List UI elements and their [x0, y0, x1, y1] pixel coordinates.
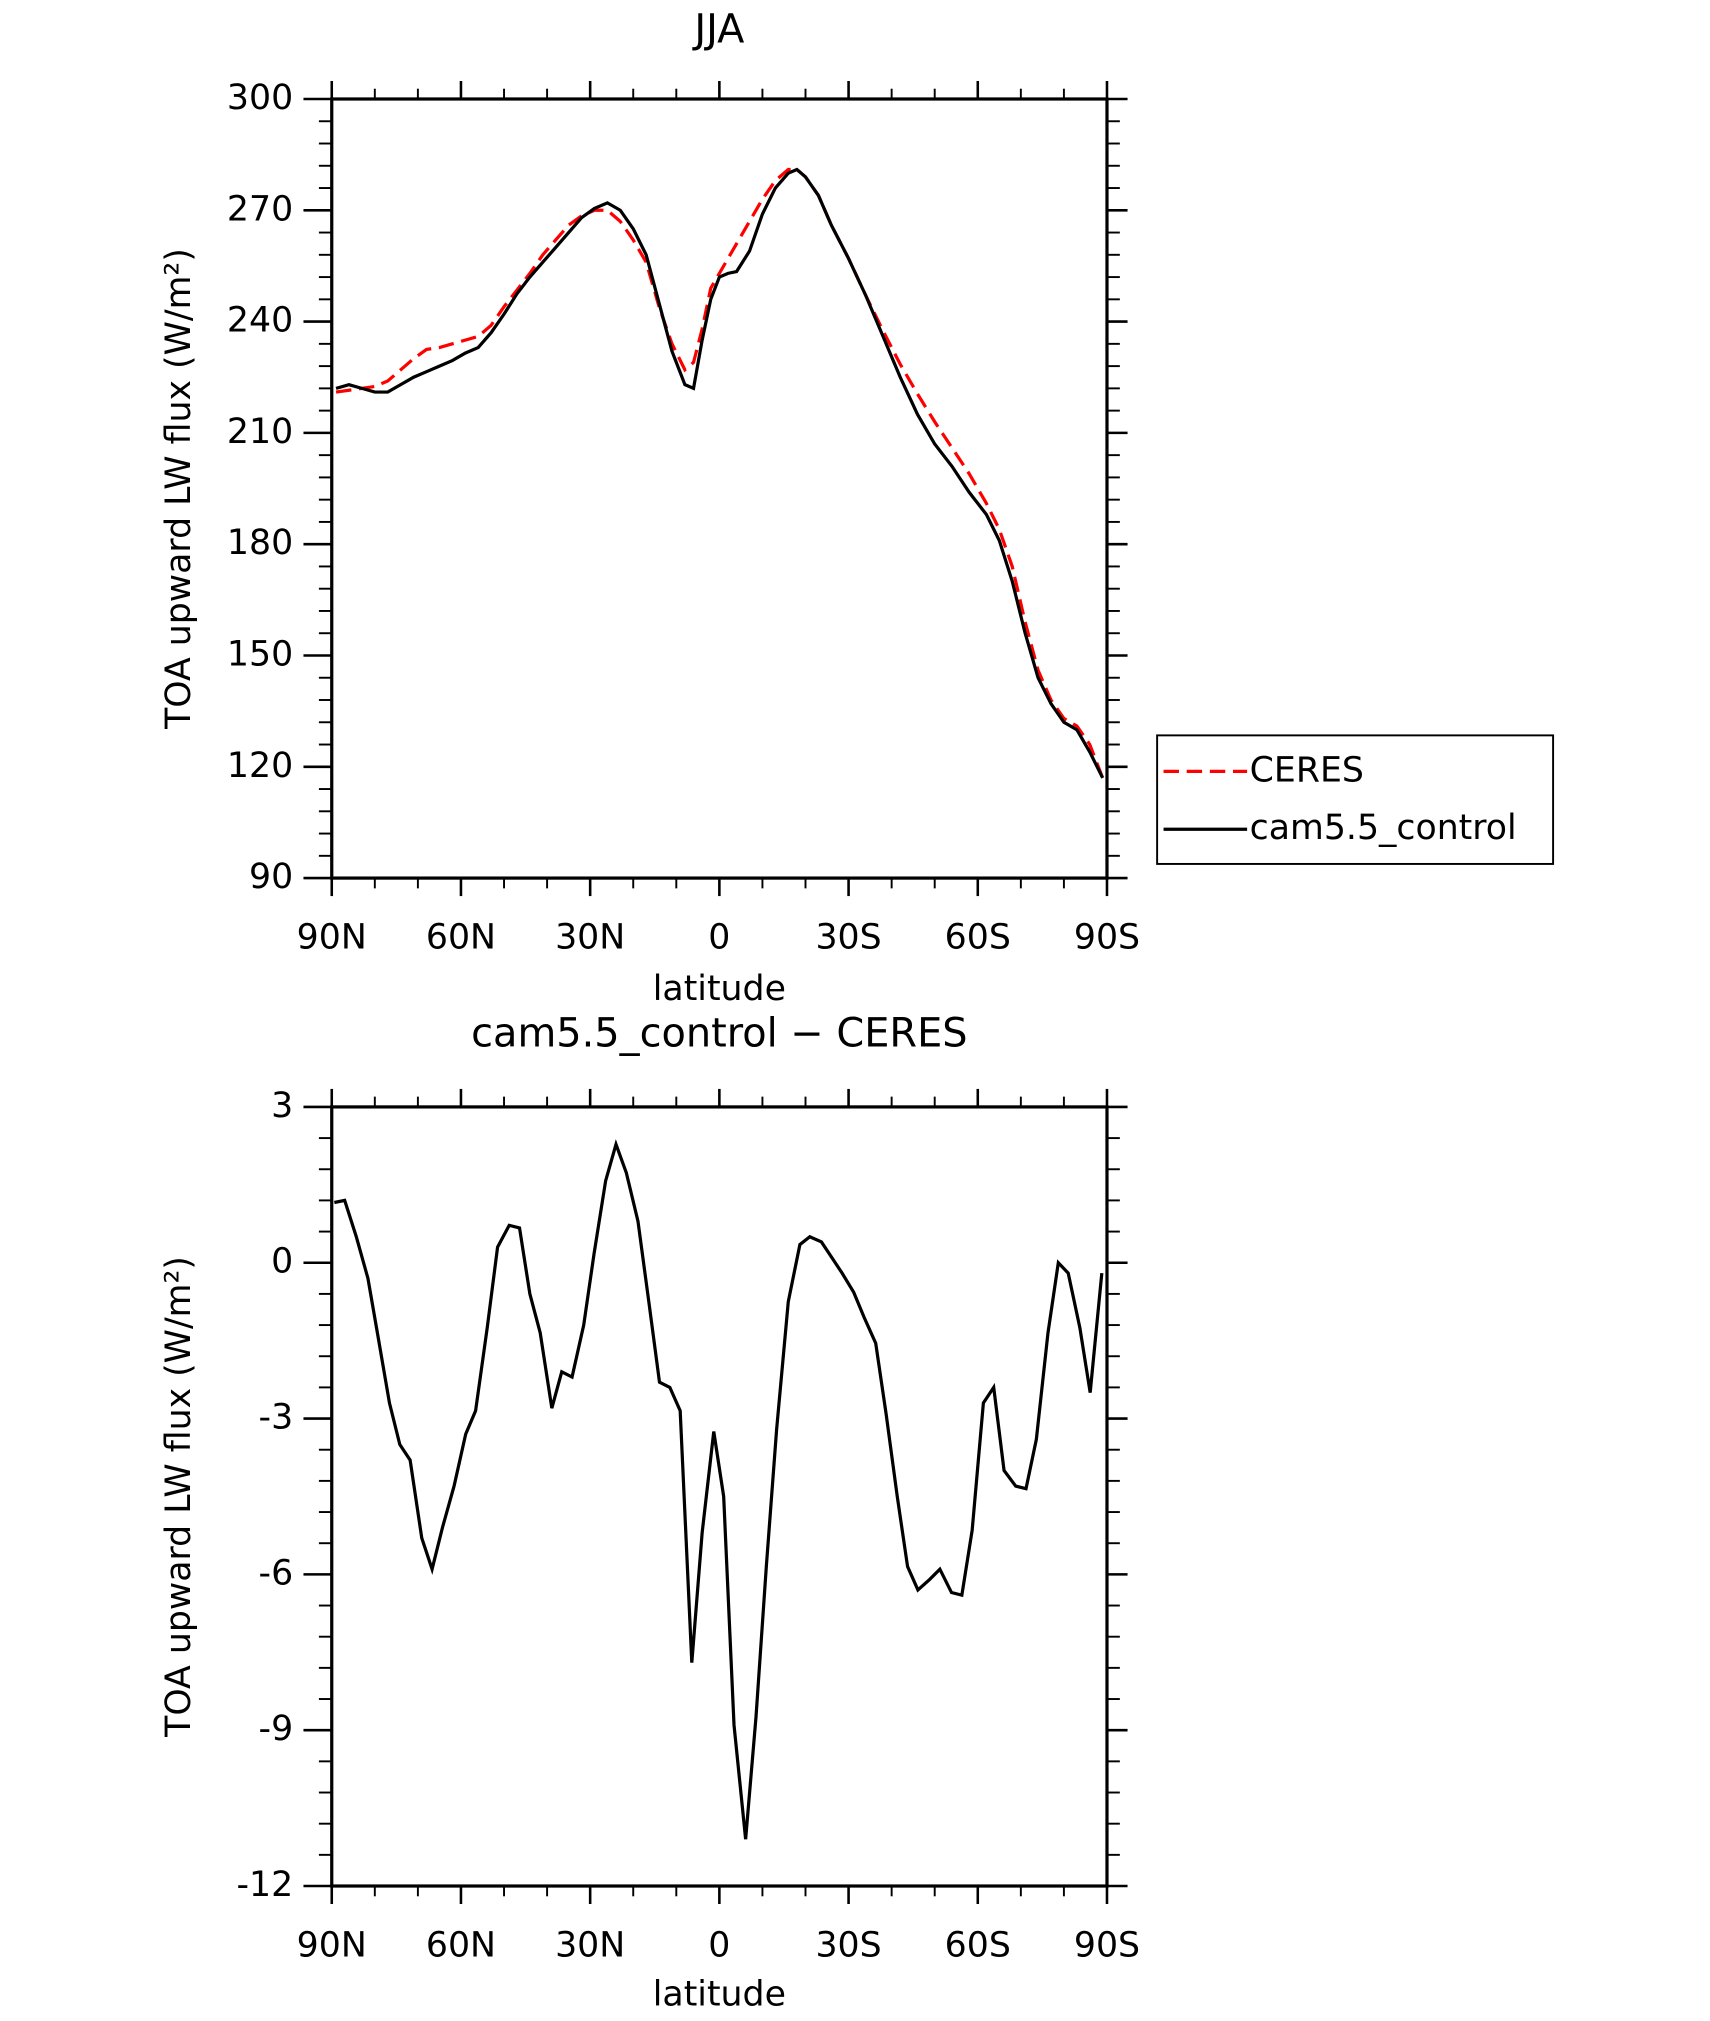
x-tick-label: 90S [1074, 1925, 1140, 1965]
y-tick-label: -12 [236, 1865, 293, 1905]
data-line [334, 1139, 1104, 1840]
x-tick-label: 60N [426, 1925, 496, 1965]
y-tick-label: 0 [271, 1242, 293, 1282]
y-axis-label: TOA upward LW flux (W/m²) [159, 1256, 199, 1738]
legend-label: cam5.5_control [1250, 808, 1517, 848]
y-axis-label: TOA upward LW flux (W/m²) [159, 248, 199, 730]
chart-title: cam5.5_control − CERES [471, 1011, 967, 1057]
y-tick-label: 300 [227, 78, 293, 118]
y-tick-label: -6 [259, 1553, 294, 1593]
y-tick-label: 90 [249, 857, 293, 897]
x-tick-label: 60S [945, 1925, 1011, 1965]
x-tick-label: 0 [708, 1925, 730, 1965]
y-tick-label: 210 [227, 412, 293, 452]
plot-frame [330, 97, 1109, 880]
legend-box [1156, 734, 1555, 865]
data-line [335, 167, 1105, 779]
y-tick-label: 270 [227, 189, 293, 229]
x-tick-label: 60N [426, 918, 496, 958]
x-axis-label: latitude [653, 1974, 786, 2014]
x-tick-label: 60S [945, 918, 1011, 958]
y-tick-label: 150 [227, 634, 293, 674]
data-line [335, 167, 1105, 779]
x-tick-label: 90S [1074, 918, 1140, 958]
y-tick-label: 120 [227, 746, 293, 786]
x-tick-label: 30S [815, 1925, 881, 1965]
x-tick-label: 0 [708, 918, 730, 958]
chart-title: JJA [691, 7, 744, 53]
legend-label: CERES [1250, 750, 1364, 790]
y-tick-label: 180 [227, 523, 293, 563]
y-tick-label: -9 [259, 1709, 294, 1749]
x-tick-label: 30N [555, 918, 625, 958]
y-tick-label: -3 [259, 1398, 294, 1438]
x-tick-label: 30N [555, 1925, 625, 1965]
x-tick-label: 90N [297, 1925, 367, 1965]
x-tick-label: 90N [297, 918, 367, 958]
x-tick-label: 30S [815, 918, 881, 958]
x-axis-label: latitude [653, 969, 786, 1009]
y-tick-label: 240 [227, 301, 293, 341]
y-tick-label: 3 [271, 1086, 293, 1126]
plot-frame [330, 1105, 1109, 1888]
